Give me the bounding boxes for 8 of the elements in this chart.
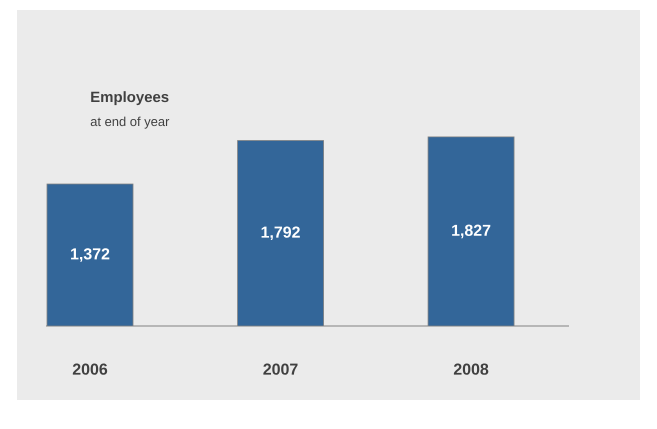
x-tick-label: 2008: [454, 364, 488, 375]
data-label: 1,792: [262, 226, 300, 240]
x-tick-label: 2006: [72, 364, 108, 375]
x-tick-label: 2007: [263, 364, 298, 375]
chart-title: Employees: [91, 91, 168, 106]
chart-subtitle: at end of year: [90, 116, 170, 129]
data-label: 1,827: [452, 224, 490, 238]
data-label: 1,372: [71, 248, 110, 262]
